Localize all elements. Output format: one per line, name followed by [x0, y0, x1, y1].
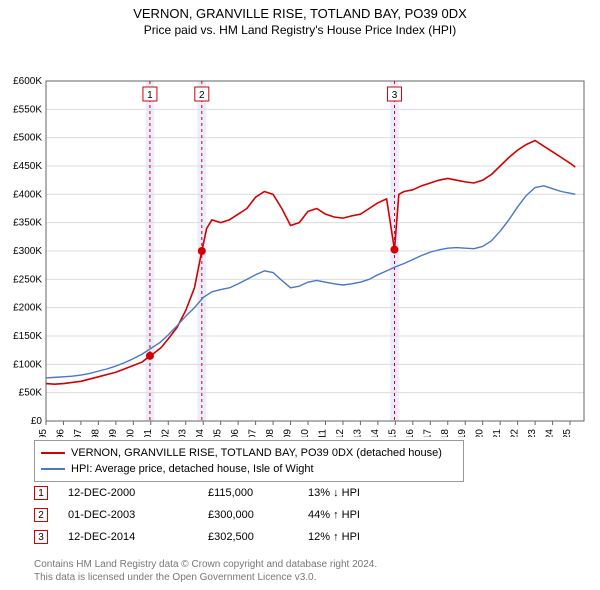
svg-text:£100K: £100K	[13, 359, 42, 370]
sale-diff: 44% ↑ HPI	[308, 509, 408, 521]
svg-text:£600K: £600K	[13, 76, 42, 87]
footer-line1: Contains HM Land Registry data © Crown c…	[34, 558, 377, 571]
svg-text:2023: 2023	[527, 429, 538, 437]
svg-text:2024: 2024	[545, 429, 556, 437]
sale-date: 12-DEC-2014	[68, 531, 208, 543]
svg-text:1998: 1998	[90, 429, 101, 437]
chart-title-line2: Price paid vs. HM Land Registry's House …	[0, 21, 600, 37]
svg-text:2000: 2000	[125, 429, 136, 437]
legend-label: VERNON, GRANVILLE RISE, TOTLAND BAY, PO3…	[71, 447, 442, 459]
sale-row: 2 01-DEC-2003£300,00044% ↑ HPI	[34, 508, 408, 522]
svg-text:2005: 2005	[213, 429, 224, 437]
legend-swatch	[41, 452, 65, 454]
svg-text:£50K: £50K	[19, 388, 43, 399]
footer-attribution: Contains HM Land Registry data © Crown c…	[34, 558, 377, 584]
sale-price: £115,000	[208, 487, 308, 499]
chart-container: VERNON, GRANVILLE RISE, TOTLAND BAY, PO3…	[0, 0, 600, 590]
sale-date: 01-DEC-2003	[68, 509, 208, 521]
svg-text:2009: 2009	[283, 429, 294, 437]
svg-text:£0: £0	[31, 416, 43, 427]
sale-marker-box: 1	[34, 486, 48, 500]
svg-text:2006: 2006	[230, 429, 241, 437]
svg-text:2002: 2002	[160, 429, 171, 437]
svg-text:2004: 2004	[195, 429, 206, 437]
svg-text:2012: 2012	[335, 429, 346, 437]
svg-text:2003: 2003	[178, 429, 189, 437]
svg-text:£550K: £550K	[13, 104, 42, 115]
svg-text:£300K: £300K	[13, 246, 42, 257]
svg-text:2017: 2017	[422, 429, 433, 437]
legend: VERNON, GRANVILLE RISE, TOTLAND BAY, PO3…	[34, 440, 464, 482]
svg-text:2025: 2025	[562, 429, 573, 437]
sale-price: £300,000	[208, 509, 308, 521]
sale-marker-box: 3	[34, 530, 48, 544]
svg-text:£250K: £250K	[13, 274, 42, 285]
footer-line2: This data is licensed under the Open Gov…	[34, 571, 377, 584]
svg-text:2013: 2013	[352, 429, 363, 437]
sale-marker-box: 2	[34, 508, 48, 522]
svg-text:2011: 2011	[317, 429, 328, 437]
sale-row: 1 12-DEC-2000£115,00013% ↓ HPI	[34, 486, 408, 500]
svg-text:2018: 2018	[440, 429, 451, 437]
sale-diff: 13% ↓ HPI	[308, 487, 408, 499]
sale-price: £302,500	[208, 531, 308, 543]
svg-text:2015: 2015	[387, 429, 398, 437]
svg-text:£400K: £400K	[13, 189, 42, 200]
svg-text:2022: 2022	[510, 429, 521, 437]
svg-text:2010: 2010	[300, 429, 311, 437]
svg-text:2014: 2014	[370, 429, 381, 437]
sale-row: 3 12-DEC-2014£302,50012% ↑ HPI	[34, 530, 408, 544]
svg-text:£500K: £500K	[13, 133, 42, 144]
sale-diff: 12% ↑ HPI	[308, 531, 408, 543]
svg-text:2019: 2019	[457, 429, 468, 437]
svg-text:1999: 1999	[108, 429, 119, 437]
svg-text:1996: 1996	[55, 429, 66, 437]
legend-swatch	[41, 468, 65, 470]
svg-text:2007: 2007	[248, 429, 259, 437]
chart-title-line1: VERNON, GRANVILLE RISE, TOTLAND BAY, PO3…	[0, 0, 600, 21]
legend-label: HPI: Average price, detached house, Isle…	[71, 463, 314, 475]
svg-text:2001: 2001	[143, 429, 154, 437]
svg-text:1: 1	[147, 90, 153, 101]
svg-text:1995: 1995	[38, 429, 49, 437]
svg-text:2008: 2008	[265, 429, 276, 437]
chart-svg: £0 £50K £100K £150K £200K £250K £300K £350K £400…	[0, 37, 600, 437]
svg-text:£350K: £350K	[13, 218, 42, 229]
legend-row: VERNON, GRANVILLE RISE, TOTLAND BAY, PO3…	[41, 445, 457, 461]
svg-text:3: 3	[392, 90, 398, 101]
svg-text:£450K: £450K	[13, 161, 42, 172]
svg-text:2016: 2016	[405, 429, 416, 437]
svg-text:2021: 2021	[492, 429, 503, 437]
svg-text:2020: 2020	[475, 429, 486, 437]
sale-date: 12-DEC-2000	[68, 487, 208, 499]
svg-text:£200K: £200K	[13, 303, 42, 314]
svg-text:1997: 1997	[73, 429, 84, 437]
svg-text:£150K: £150K	[13, 331, 42, 342]
svg-text:2: 2	[199, 90, 205, 101]
legend-row: HPI: Average price, detached house, Isle…	[41, 461, 457, 477]
